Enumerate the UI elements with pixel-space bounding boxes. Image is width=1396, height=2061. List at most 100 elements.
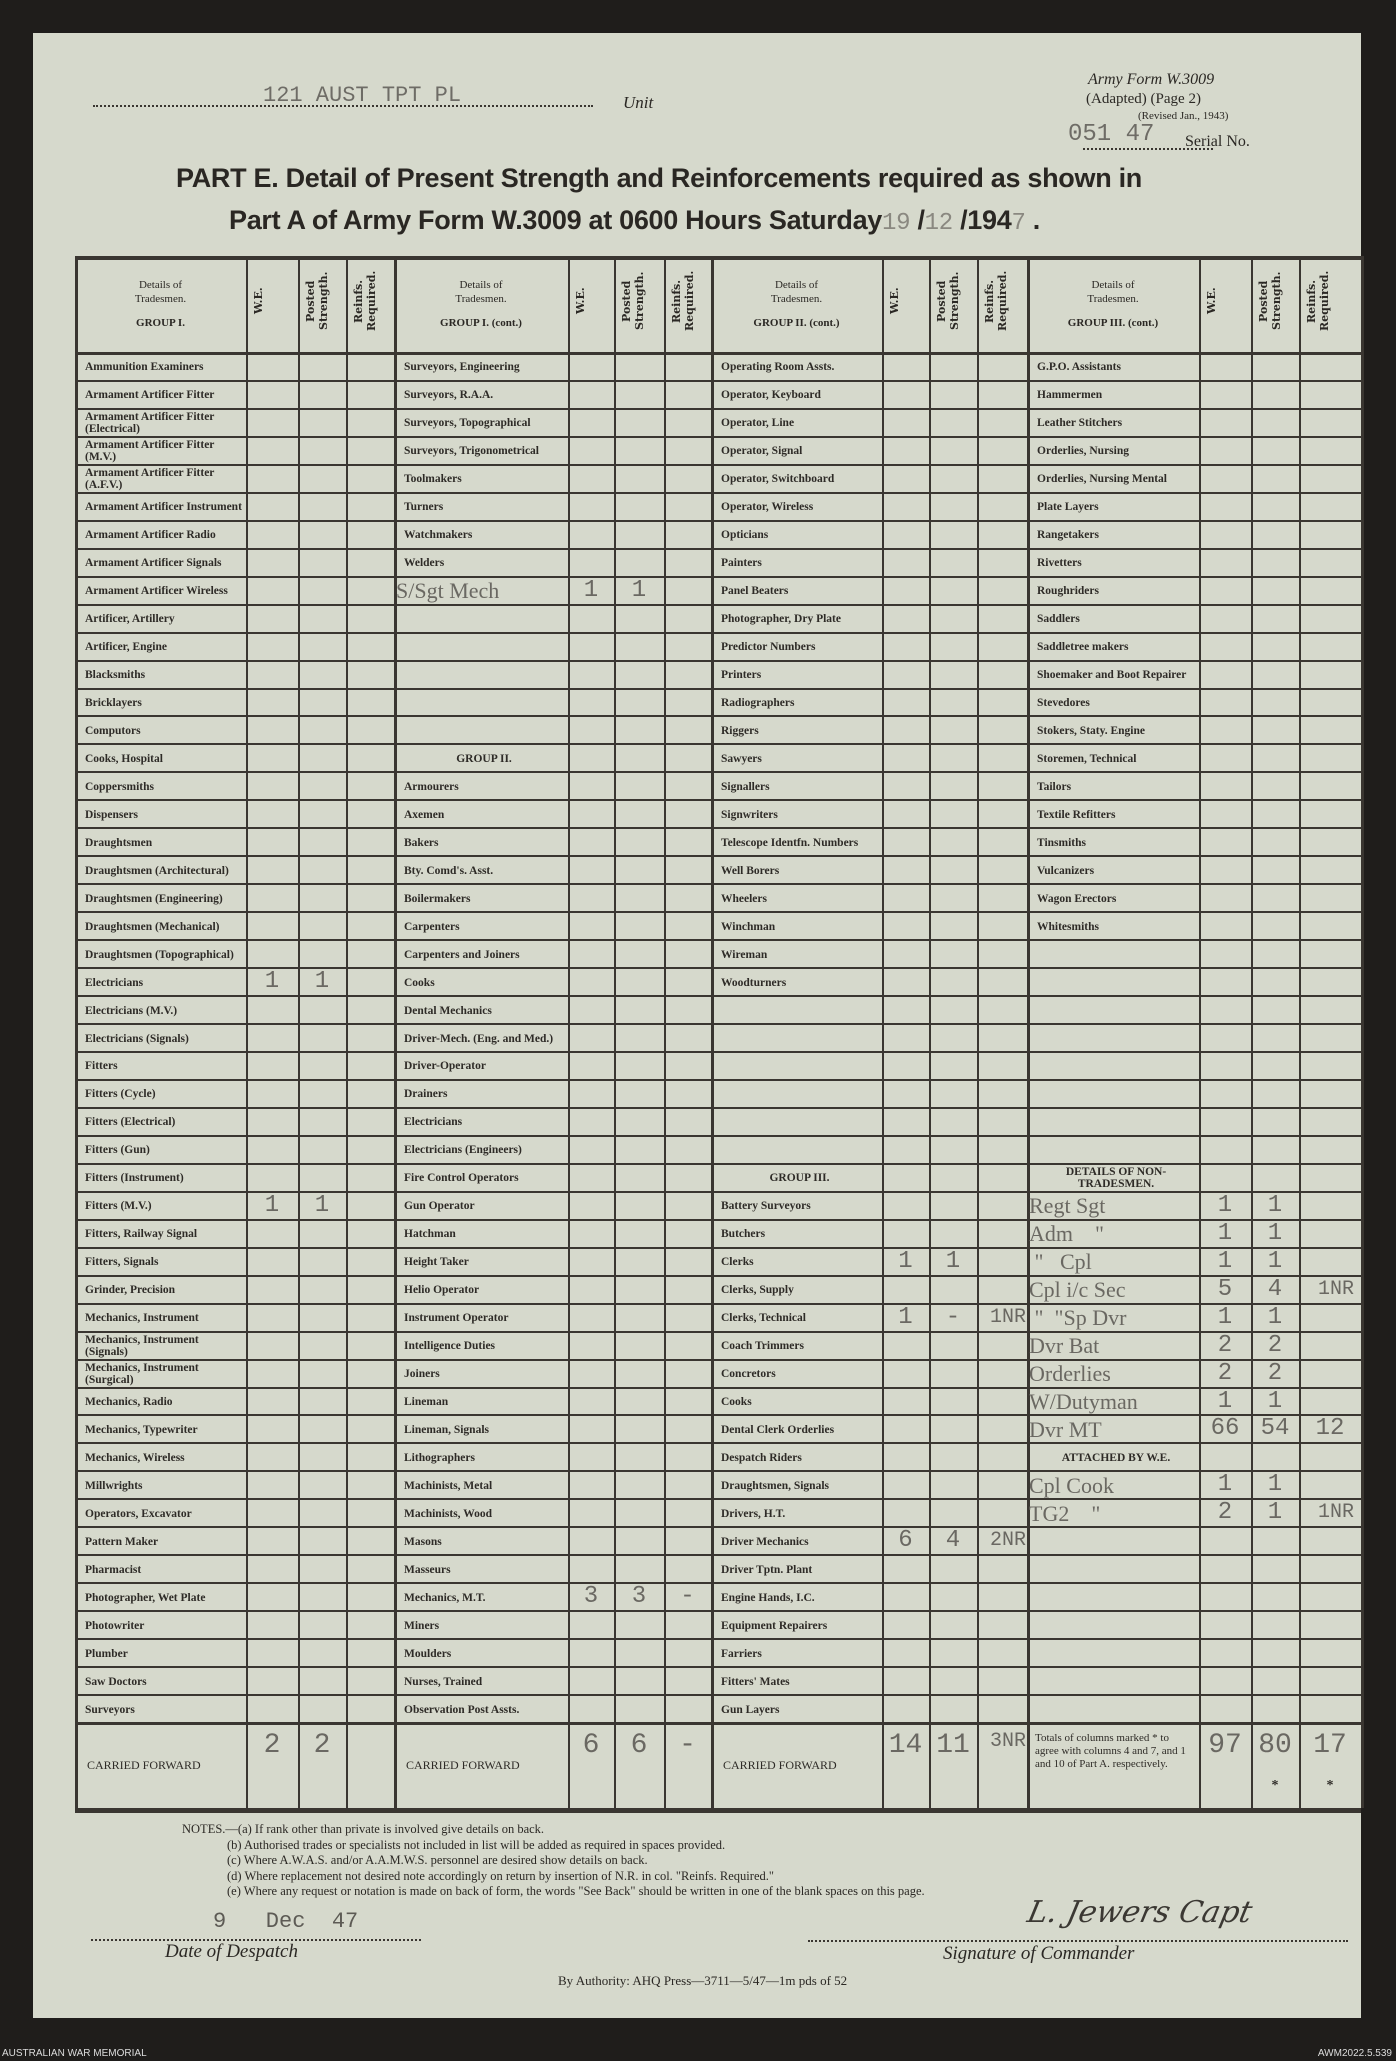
row-divider [75, 1051, 1361, 1053]
trade-label: Armament Artificer Fitter (A.F.V.) [85, 467, 215, 492]
cell-we: 66 [1210, 1415, 1240, 1443]
we-header: W.E. [888, 287, 901, 315]
signature-dotted-line [808, 1940, 1348, 1942]
form-title-line-1: PART E. Detail of Present Strength and R… [176, 163, 1142, 193]
trade-label: Electricians (M.V.) [85, 1004, 178, 1017]
carried-forward-posted: 2 [313, 1730, 331, 1762]
cell-posted: 1 [631, 576, 647, 604]
trade-label: Armament Artificer Radio [85, 529, 216, 542]
cell-we: 1 [898, 1247, 913, 1275]
cell-posted: 1 [1267, 1471, 1283, 1499]
row-divider [75, 1666, 1361, 1669]
trade-label: Height Taker [404, 1256, 469, 1269]
trade-label: Rangetakers [1037, 529, 1099, 542]
we-header: W.E. [252, 287, 265, 315]
trade-label: Telescope Identfn. Numbers [721, 836, 859, 849]
trade-label: Driver Tptn. Plant [721, 1563, 813, 1576]
trade-label: Opticians [721, 529, 769, 542]
row-divider [75, 855, 1361, 858]
signature-label: Signature of Commander [943, 1943, 1135, 1964]
form-title-line-2: Part A of Army Form W.3009 at 0600 Hours… [229, 205, 1040, 237]
trade-label: Painters [721, 557, 762, 570]
column-divider [711, 256, 714, 1809]
details-header-text: Details of Tradesmen. [1087, 279, 1139, 305]
trade-label: Concretors [721, 1368, 776, 1381]
date-day: 19 [882, 210, 911, 237]
row-divider [75, 687, 1361, 690]
column-divider [882, 256, 884, 1809]
trade-label: Plate Layers [1037, 501, 1099, 514]
trade-label: Roughriders [1037, 585, 1099, 598]
row-divider [75, 743, 1361, 746]
group-header-text: GROUP II. (cont.) [753, 317, 840, 329]
row-divider [75, 827, 1361, 830]
trade-label: Artificer, Engine [85, 641, 167, 654]
row-divider [75, 1218, 1361, 1221]
trade-label: Dental Clerk Orderlies [721, 1423, 835, 1436]
cell-we: 6 [898, 1527, 913, 1555]
trade-label: Welders [404, 557, 445, 570]
trade-label: Printers [721, 669, 762, 682]
serial-label: Serial No. [1185, 133, 1250, 150]
we-header: W.E. [574, 287, 587, 315]
row-divider [75, 1470, 1361, 1473]
posted-header: Posted Strength. [304, 271, 330, 331]
trade-label: Regt Sgt [1029, 1193, 1106, 1219]
trade-label: Masseurs [404, 1563, 451, 1576]
posted-header: Posted Strength. [620, 271, 646, 331]
trade-label: Hammermen [1037, 389, 1103, 402]
cell-we: 1 [583, 576, 599, 604]
group-heading: ATTACHED BY W.E. [1061, 1451, 1171, 1464]
row-divider [75, 1582, 1361, 1585]
trade-label: Gun Operator [404, 1200, 475, 1213]
cell-posted: 1 [314, 1191, 330, 1219]
trade-label: Woodturners [721, 976, 787, 989]
cell-posted: 1 [945, 1247, 961, 1275]
cell-posted: 1 [1267, 1499, 1283, 1527]
details-header-text: Details of Tradesmen. [455, 279, 507, 305]
trade-label: Whitesmiths [1037, 920, 1099, 933]
row-divider [75, 1638, 1361, 1641]
row-divider [75, 1694, 1361, 1697]
carried-forward-reinf: 17 [1313, 1730, 1347, 1762]
trade-label: Watchmakers [404, 529, 473, 542]
form-page: 121 AUST TPT PL Unit Army Form W.3009 (A… [33, 33, 1364, 2018]
trade-label: Observation Post Assts. [404, 1703, 520, 1716]
trade-label: Operator, Signal [721, 445, 803, 458]
trade-label: Stokers, Staty. Engine [1037, 724, 1145, 737]
row-divider [75, 1442, 1361, 1445]
row-divider [75, 519, 1361, 522]
row-divider [75, 1246, 1361, 1249]
cell-posted: 2 [1267, 1359, 1283, 1387]
trade-label: TG2 " [1029, 1501, 1101, 1526]
trade-label: Textile Refitters [1037, 808, 1116, 821]
form-name: Army Form W.3009 [1088, 71, 1215, 88]
trade-label: Bricklayers [85, 696, 142, 709]
row-divider [75, 1610, 1361, 1613]
trade-label: Bakers [404, 836, 439, 849]
trade-label: Driver-Mech. (Eng. and Med.) [404, 1032, 554, 1045]
row-divider [75, 1330, 1361, 1333]
trade-label: Fitters (M.V.) [85, 1200, 152, 1213]
group-heading: GROUP II. [456, 752, 512, 765]
trade-label: Signwriters [721, 808, 778, 821]
trade-label: Fitters, Signals [85, 1256, 159, 1269]
row-divider [75, 1162, 1361, 1165]
cell-reinf: - [680, 1583, 695, 1611]
trade-label: Mechanics, Instrument [85, 1312, 199, 1325]
trade-label: G.P.O. Assistants [1037, 361, 1121, 374]
carried-forward-posted: 80 [1258, 1730, 1292, 1762]
cell-posted: 1 [1267, 1387, 1283, 1415]
note-line: (e) Where any request or notation is mad… [227, 1884, 925, 1898]
archive-credit: AUSTRALIAN WAR MEMORIAL [2, 2048, 147, 2059]
trade-label: Clerks, Technical [721, 1312, 806, 1325]
despatch-date-value: 9 Dec 47 [213, 1909, 359, 1934]
trade-label: Carpenters [404, 920, 460, 933]
form-revised: (Revised Jan., 1943) [1138, 110, 1229, 122]
column-divider [246, 256, 248, 1809]
serial-dotted-line [1083, 148, 1213, 150]
cell-we: 2 [1217, 1331, 1233, 1359]
trade-label: Dvr MT [1029, 1417, 1102, 1442]
trade-label: Draughtsmen (Mechanical) [85, 920, 220, 933]
column-header-details: Details of Tradesmen. GROUP I. [75, 278, 246, 330]
